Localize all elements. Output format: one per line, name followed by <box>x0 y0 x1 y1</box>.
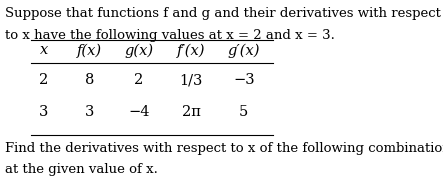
Text: 2: 2 <box>39 73 49 87</box>
Text: x: x <box>40 44 48 57</box>
Text: 5: 5 <box>239 105 249 119</box>
Text: 1/3: 1/3 <box>180 73 203 87</box>
Text: f(x): f(x) <box>77 43 102 58</box>
Text: Suppose that functions f and g and their derivatives with respect: Suppose that functions f and g and their… <box>5 7 440 20</box>
Text: −4: −4 <box>128 105 150 119</box>
Text: 2: 2 <box>134 73 144 87</box>
Text: to x have the following values at x = 2 and x = 3.: to x have the following values at x = 2 … <box>5 30 334 42</box>
Text: −3: −3 <box>233 73 255 87</box>
Text: 2π: 2π <box>182 105 201 119</box>
Text: g(x): g(x) <box>124 43 154 58</box>
Text: Find the derivatives with respect to x of the following combinations: Find the derivatives with respect to x o… <box>5 142 443 155</box>
Text: 3: 3 <box>39 105 49 119</box>
Text: at the given value of x.: at the given value of x. <box>5 163 158 176</box>
Text: g′(x): g′(x) <box>228 43 260 58</box>
Text: f′(x): f′(x) <box>177 43 206 58</box>
Text: 8: 8 <box>85 73 94 87</box>
Text: 3: 3 <box>85 105 94 119</box>
